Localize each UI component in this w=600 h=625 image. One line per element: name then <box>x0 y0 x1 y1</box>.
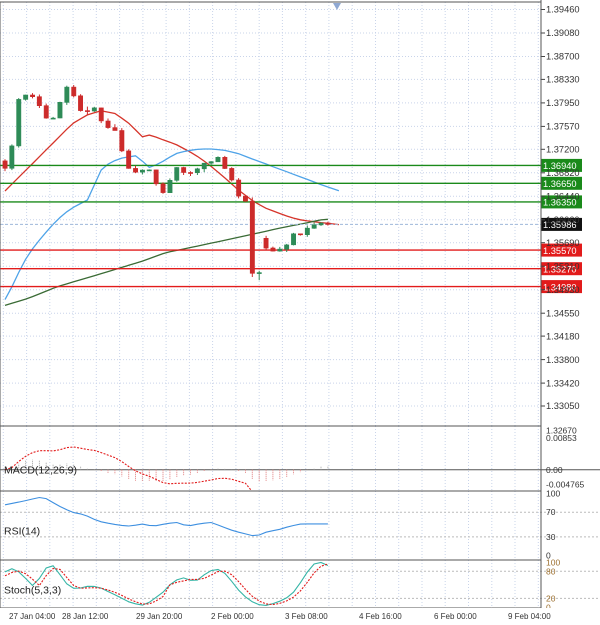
svg-text:100: 100 <box>546 489 560 499</box>
svg-text:6 Feb 00:00: 6 Feb 00:00 <box>434 612 477 621</box>
svg-text:27 Jan 04:00: 27 Jan 04:00 <box>9 612 56 621</box>
svg-text:1.35690: 1.35690 <box>546 238 580 248</box>
svg-text:28 Jan 12:00: 28 Jan 12:00 <box>62 612 109 621</box>
svg-text:0.00853: 0.00853 <box>546 433 577 443</box>
svg-text:1.34930: 1.34930 <box>546 285 580 295</box>
svg-text:1.37950: 1.37950 <box>546 98 580 108</box>
svg-text:1.36820: 1.36820 <box>546 168 580 178</box>
svg-text:1.36060: 1.36060 <box>546 215 580 225</box>
svg-text:0.00: 0.00 <box>546 465 563 475</box>
svg-text:1.39080: 1.39080 <box>546 28 580 38</box>
svg-text:2 Feb 00:00: 2 Feb 00:00 <box>211 612 254 621</box>
svg-text:70: 70 <box>546 507 556 517</box>
svg-text:Stoch(5,3,3): Stoch(5,3,3) <box>4 584 61 596</box>
svg-text:1.36440: 1.36440 <box>546 192 580 202</box>
svg-text:29 Jan 20:00: 29 Jan 20:00 <box>136 612 183 621</box>
svg-text:4 Feb 16:00: 4 Feb 16:00 <box>359 612 402 621</box>
svg-text:3 Feb 08:00: 3 Feb 08:00 <box>285 612 328 621</box>
svg-text:1.35310: 1.35310 <box>546 261 580 271</box>
svg-text:1.36650: 1.36650 <box>543 179 577 189</box>
svg-text:1.33050: 1.33050 <box>546 401 580 411</box>
svg-text:30: 30 <box>546 532 556 542</box>
svg-text:1.33420: 1.33420 <box>546 378 580 388</box>
svg-text:9 Feb 04:00: 9 Feb 04:00 <box>508 612 551 621</box>
svg-text:1.37570: 1.37570 <box>546 122 580 132</box>
svg-text:1.37200: 1.37200 <box>546 145 580 155</box>
svg-text:1.34180: 1.34180 <box>546 331 580 341</box>
svg-text:1.39460: 1.39460 <box>546 5 580 15</box>
svg-text:1.33800: 1.33800 <box>546 355 580 365</box>
svg-text:MACD(12,26,9): MACD(12,26,9) <box>4 465 77 477</box>
svg-text:1.34550: 1.34550 <box>546 308 580 318</box>
svg-text:80: 80 <box>546 566 556 576</box>
svg-text:RSI(14): RSI(14) <box>4 525 40 537</box>
svg-text:1.38330: 1.38330 <box>546 75 580 85</box>
svg-text:1.38700: 1.38700 <box>546 52 580 62</box>
